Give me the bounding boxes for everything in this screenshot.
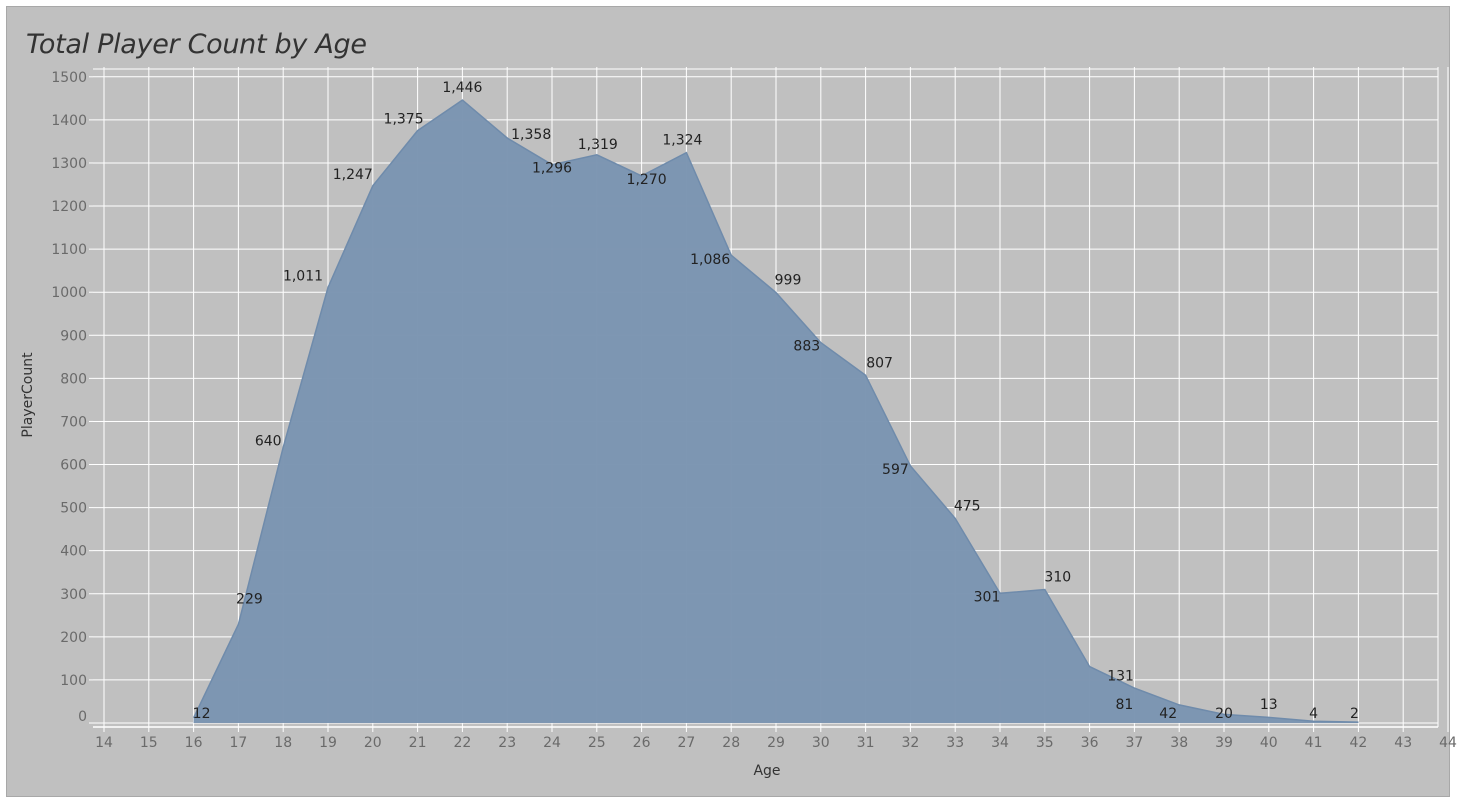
x-tick-label: 14 — [95, 735, 113, 751]
data-label: 807 — [866, 355, 893, 371]
data-label: 131 — [1107, 669, 1134, 685]
data-label: 1,011 — [283, 268, 323, 284]
y-tick-label: 400 — [60, 544, 87, 560]
data-label: 229 — [236, 591, 263, 607]
x-tick-label: 42 — [1349, 735, 1367, 751]
data-label: 597 — [882, 462, 909, 478]
data-label: 310 — [1044, 569, 1071, 585]
x-tick-label: 32 — [901, 735, 919, 751]
data-label: 81 — [1115, 697, 1133, 713]
data-label: 1,296 — [532, 161, 572, 177]
data-label: 999 — [775, 273, 802, 289]
y-tick-label: 1100 — [51, 242, 87, 258]
x-tick-label: 20 — [364, 735, 382, 751]
data-label: 1,319 — [578, 137, 618, 153]
data-label: 1,358 — [511, 127, 551, 143]
x-tick-label: 41 — [1305, 735, 1323, 751]
y-tick-label: 1400 — [51, 113, 87, 129]
y-tick-label: 300 — [60, 587, 87, 603]
y-tick-label: 100 — [60, 673, 87, 689]
x-tick-label: 24 — [543, 735, 561, 751]
y-tick-label: 0 — [78, 709, 87, 725]
x-tick-label: 35 — [1036, 735, 1054, 751]
x-tick-label: 17 — [229, 735, 247, 751]
x-tick-label: 38 — [1170, 735, 1188, 751]
chart-title: Total Player Count by Age — [26, 29, 367, 60]
x-tick-label: 22 — [453, 735, 471, 751]
x-tick-label: 28 — [722, 735, 740, 751]
data-label: 1,247 — [333, 167, 373, 183]
x-tick-label: 27 — [677, 735, 695, 751]
data-label: 1,270 — [627, 172, 667, 188]
y-tick-label: 700 — [60, 414, 87, 430]
y-tick-label: 200 — [60, 630, 87, 646]
y-tick-label: 800 — [60, 371, 87, 387]
series-line — [192, 99, 1359, 723]
data-label: 475 — [954, 498, 981, 514]
x-tick-label: 25 — [588, 735, 606, 751]
y-tick-label: 500 — [60, 501, 87, 517]
data-label: 1,446 — [442, 80, 482, 96]
data-label: 2 — [1350, 706, 1359, 722]
y-tick-label: 1000 — [51, 285, 87, 301]
data-label: 1,324 — [662, 133, 702, 149]
x-tick-label: 19 — [319, 735, 337, 751]
y-tick-label: 1300 — [51, 156, 87, 172]
data-label: 12 — [193, 706, 211, 722]
y-tick-label: 1500 — [51, 70, 87, 86]
x-tick-label: 16 — [185, 735, 203, 751]
x-tick-label: 33 — [946, 735, 964, 751]
x-tick-label: 31 — [857, 735, 875, 751]
x-tick-label: 26 — [633, 735, 651, 751]
data-label: 1,375 — [384, 112, 424, 128]
x-tick-label: 15 — [140, 735, 158, 751]
x-tick-label: 44 — [1439, 735, 1457, 751]
data-label: 1,086 — [690, 252, 730, 268]
x-tick-label: 37 — [1125, 735, 1143, 751]
data-label: 883 — [793, 339, 820, 355]
y-tick-label: 1200 — [51, 199, 87, 215]
data-label: 640 — [255, 433, 282, 449]
data-label: 13 — [1260, 697, 1278, 713]
x-tick-label: 30 — [812, 735, 830, 751]
y-tick-label: 900 — [60, 328, 87, 344]
data-label: 4 — [1309, 706, 1318, 722]
data-label: 301 — [974, 589, 1001, 605]
y-tick-label: 600 — [60, 458, 87, 474]
x-tick-label: 34 — [991, 735, 1009, 751]
data-label: 20 — [1215, 706, 1233, 722]
x-tick-label: 21 — [409, 735, 427, 751]
x-tick-label: 43 — [1394, 735, 1412, 751]
x-tick-label: 40 — [1260, 735, 1278, 751]
x-tick-label: 39 — [1215, 735, 1233, 751]
x-tick-label: 23 — [498, 735, 516, 751]
x-tick-label: 29 — [767, 735, 785, 751]
data-label: 42 — [1159, 706, 1177, 722]
x-tick-label: 36 — [1081, 735, 1099, 751]
x-axis-title: Age — [753, 763, 780, 779]
y-axis-title: PlayerCount — [20, 352, 36, 438]
x-tick-label: 18 — [274, 735, 292, 751]
series-area — [193, 100, 1359, 724]
